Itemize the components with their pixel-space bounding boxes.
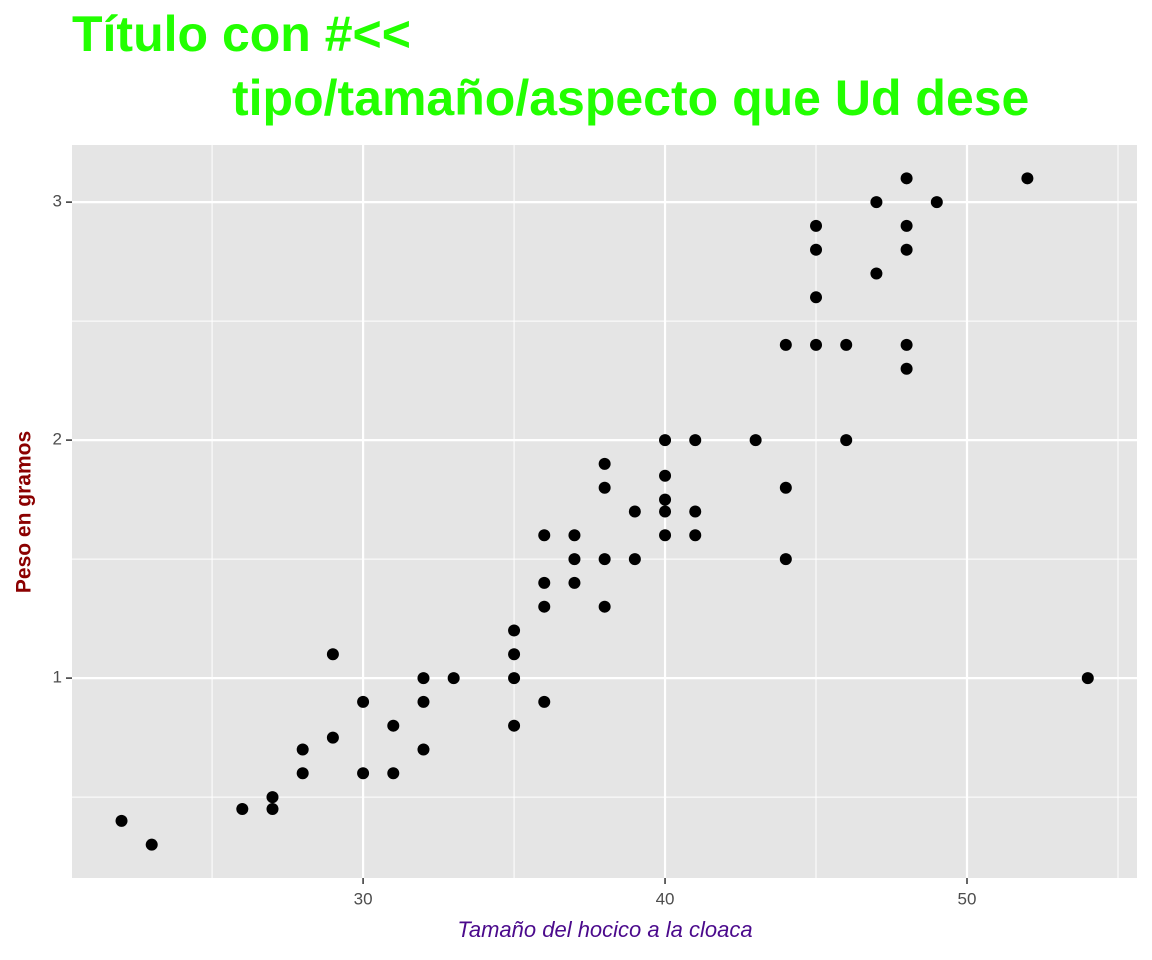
point <box>387 767 400 780</box>
point <box>296 767 309 780</box>
point <box>779 553 792 566</box>
x-tick-label: 40 <box>656 889 675 908</box>
point <box>659 529 672 542</box>
point <box>508 672 521 685</box>
point <box>689 434 702 447</box>
point <box>145 838 158 851</box>
point <box>568 576 581 589</box>
y-tick-label: 1 <box>53 668 62 687</box>
y-tick-label: 2 <box>53 430 62 449</box>
point <box>326 731 339 744</box>
point <box>598 481 611 494</box>
point <box>810 338 823 351</box>
point <box>417 743 430 756</box>
point <box>900 243 913 256</box>
point <box>659 505 672 518</box>
point <box>296 743 309 756</box>
point <box>870 196 883 209</box>
chart-title: tipo/tamaño/aspecto que Ud dese <box>232 70 1029 126</box>
point <box>417 695 430 708</box>
point <box>598 553 611 566</box>
point <box>840 434 853 447</box>
y-axis-label: Peso en gramos <box>13 431 36 593</box>
point <box>508 624 521 637</box>
point <box>840 338 853 351</box>
point <box>266 802 279 815</box>
chart-title: Título con #<< <box>72 6 411 62</box>
y-tick-label: 3 <box>53 192 62 211</box>
point <box>810 219 823 232</box>
point <box>689 505 702 518</box>
point <box>538 576 551 589</box>
point <box>538 529 551 542</box>
point <box>357 695 370 708</box>
point <box>659 469 672 482</box>
point <box>900 362 913 375</box>
point <box>508 719 521 732</box>
point <box>538 600 551 613</box>
point <box>115 814 128 827</box>
point <box>628 553 641 566</box>
point <box>598 600 611 613</box>
point <box>568 529 581 542</box>
point <box>870 267 883 280</box>
point <box>508 648 521 661</box>
point <box>538 695 551 708</box>
point <box>900 172 913 185</box>
point <box>689 529 702 542</box>
point <box>810 243 823 256</box>
point <box>810 291 823 304</box>
point <box>749 434 762 447</box>
point <box>930 196 943 209</box>
point <box>659 493 672 506</box>
x-tick-label: 50 <box>958 889 977 908</box>
point <box>417 672 430 685</box>
point <box>659 434 672 447</box>
point <box>447 672 460 685</box>
x-axis-label: Tamaño del hocico a la cloaca <box>457 917 752 942</box>
x-tick-label: 30 <box>354 889 373 908</box>
point <box>900 219 913 232</box>
point <box>568 553 581 566</box>
point <box>266 791 279 804</box>
point <box>628 505 641 518</box>
point <box>779 481 792 494</box>
point <box>387 719 400 732</box>
point <box>357 767 370 780</box>
point <box>236 802 249 815</box>
point <box>1081 672 1094 685</box>
point <box>779 338 792 351</box>
point <box>598 457 611 470</box>
point <box>326 648 339 661</box>
point <box>1021 172 1034 185</box>
panel <box>72 145 1137 878</box>
point <box>900 338 913 351</box>
points <box>115 172 1094 851</box>
